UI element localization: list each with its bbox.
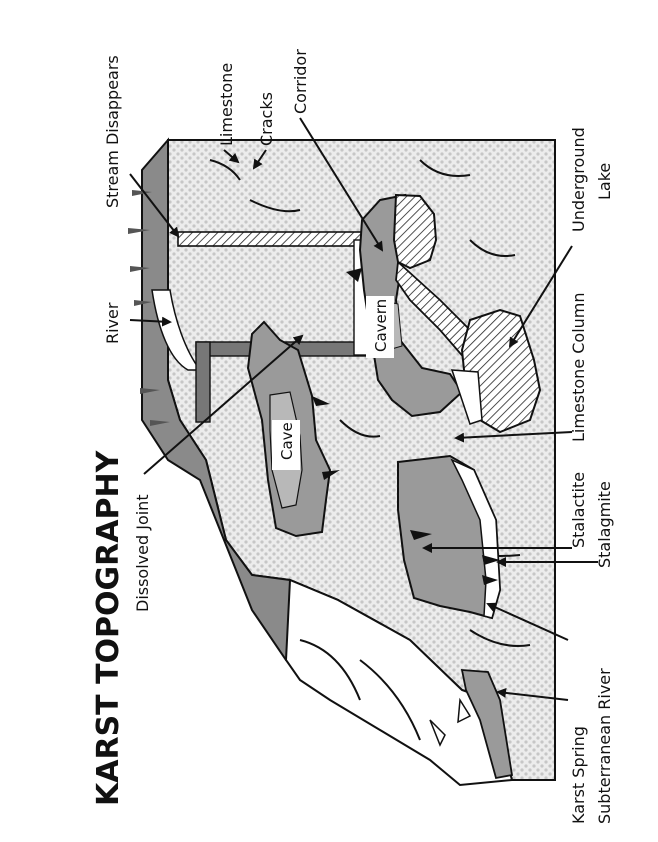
label-subterranean-river: Subterranean River	[595, 668, 614, 824]
karst-spring	[460, 669, 514, 780]
cave-label: Cave	[278, 422, 296, 460]
label-limestone-column: Limestone Column	[569, 292, 588, 442]
arrow-river	[129, 316, 172, 327]
stalactite-chamber	[397, 454, 502, 620]
label-stalactite: Stalactite	[569, 472, 588, 548]
arrow-cracks	[252, 149, 267, 170]
label-river: River	[103, 302, 122, 344]
arrow-limestone	[223, 149, 240, 164]
label-underground-lake-1: Underground	[569, 127, 588, 232]
label-dissolved-joint: Dissolved Joint	[133, 494, 152, 612]
cavern-label: Cavern	[372, 299, 390, 352]
valley-slope	[284, 578, 514, 787]
arrow-corridor	[299, 117, 384, 252]
arrow-stream-disappears	[129, 173, 180, 238]
labels: KARST TOPOGRAPHY Stream Disappears Limes…	[91, 49, 614, 824]
label-stream-disappears: Stream Disappears	[103, 55, 122, 208]
label-corridor: Corridor	[291, 49, 310, 114]
label-karst-spring: Karst Spring	[569, 726, 588, 824]
label-limestone: Limestone	[217, 63, 236, 146]
arrow-subterranean-river	[486, 602, 569, 641]
arrow-dissolved-joint	[143, 334, 304, 475]
surface-vegetation	[128, 190, 170, 426]
underground-lake-upper	[392, 193, 438, 270]
cavern-label-box: Cavern	[366, 296, 394, 358]
cave-label-box: Cave	[272, 420, 300, 470]
stream-shaft	[177, 231, 379, 247]
callout-arrows	[129, 117, 598, 701]
label-stalagmite: Stalagmite	[595, 481, 614, 568]
arrow-underground-lake	[508, 245, 573, 348]
label-cracks: Cracks	[257, 92, 276, 146]
page-title: KARST TOPOGRAPHY	[91, 449, 126, 806]
label-underground-lake-2: Lake	[595, 163, 614, 200]
limestone-column	[450, 369, 483, 425]
arrow-karst-spring	[496, 687, 569, 701]
arrow-limestone-column	[454, 431, 573, 443]
